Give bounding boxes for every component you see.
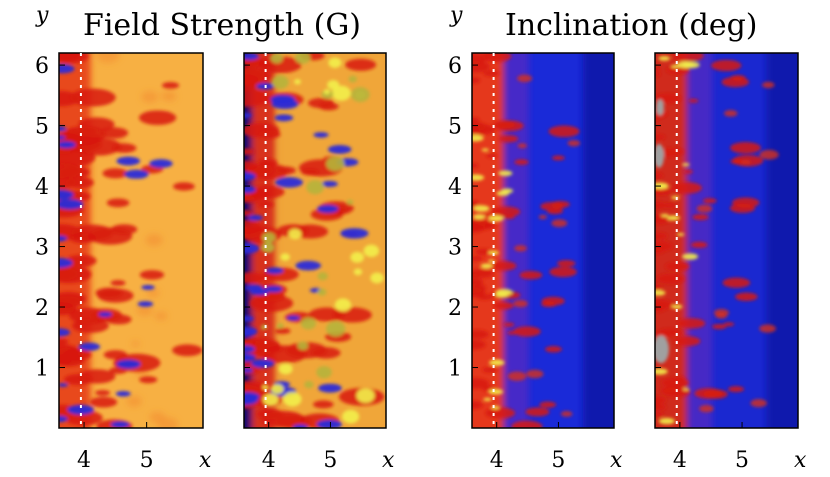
y-tick-label: 3: [448, 236, 462, 261]
x-axis-label: x: [199, 448, 212, 473]
y-axis-label-right: y: [449, 3, 463, 28]
panel-frame: [58, 52, 204, 429]
x-tick-label: 5: [735, 448, 749, 473]
x-tick-label: 5: [140, 448, 154, 473]
axes-decor: 4 5 x 4 5 x 4 5 x 4 5 x 1 2 3 4 5 6 1 2 3 4 5 6: [35, 52, 807, 473]
y-tick-label: 1: [448, 357, 462, 382]
y-tick-label: 4: [448, 175, 462, 200]
y-tick-label: 6: [448, 54, 462, 79]
x-axis-label: x: [610, 448, 623, 473]
y-tick-label: 2: [35, 296, 49, 321]
x-tick-label: 4: [673, 448, 687, 473]
y-tick-label: 4: [35, 175, 49, 200]
heatmap-panel-field-strength-model: [244, 53, 386, 428]
heatmap-panel-inclination-model: [655, 53, 798, 428]
x-tick-label: 5: [323, 448, 337, 473]
y-tick-label: 2: [448, 296, 462, 321]
y-tick-label: 3: [35, 236, 49, 261]
y-axis-label-left: y: [35, 3, 49, 28]
panel-frame: [471, 52, 615, 429]
panel-frame: [654, 52, 799, 429]
x-tick-label: 4: [490, 448, 504, 473]
title-field-strength: Field Strength (G): [83, 8, 361, 43]
y-tick-label: 5: [448, 115, 462, 140]
x-axis-label: x: [794, 448, 807, 473]
title-inclination: Inclination (deg): [505, 8, 758, 43]
heatmap-panel-inclination-observed: [472, 53, 614, 428]
x-axis-label: x: [382, 448, 395, 473]
y-tick-label: 5: [35, 115, 49, 140]
x-tick-label: 4: [262, 448, 276, 473]
x-tick-label: 4: [77, 448, 91, 473]
panel-frame: [243, 52, 387, 429]
y-tick-label: 6: [35, 54, 49, 79]
y-tick-label: 1: [35, 357, 49, 382]
heatmap-panel-field-strength-observed: [59, 53, 203, 428]
x-tick-label: 5: [551, 448, 565, 473]
